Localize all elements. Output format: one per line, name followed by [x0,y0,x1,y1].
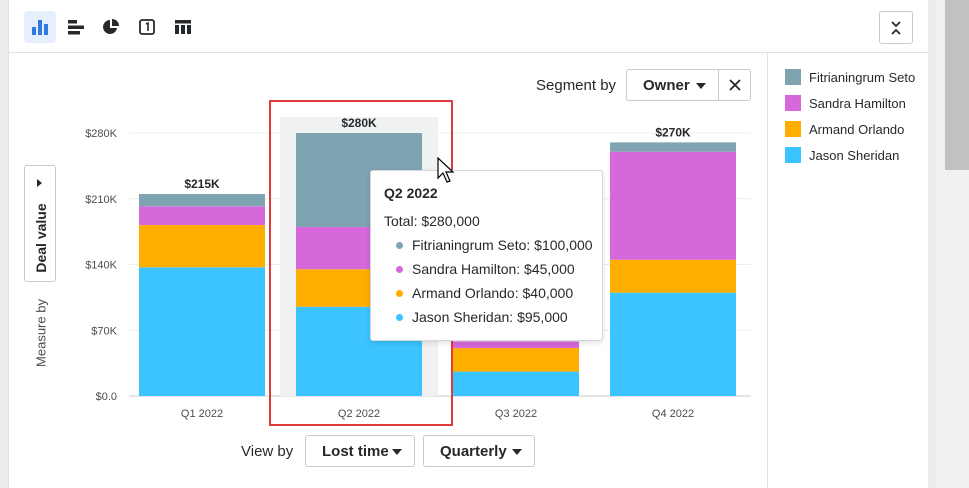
y-tick-label: $140K [85,260,117,272]
series-dot [396,313,403,321]
chart-type-toolbar [9,0,929,53]
x-tick-label: Q1 2022 [181,408,223,420]
legend-divider [767,53,768,488]
x-tick-label: Q4 2022 [652,408,694,420]
bar-segment [610,259,736,293]
legend-swatch [785,121,801,137]
bar-segment [610,151,736,260]
legend-swatch [785,95,801,111]
legend-label: Jason Sheridan [809,147,900,163]
chart-panel: Segment by Owner Deal value Measure by $… [8,0,929,488]
mouse-pointer-icon [437,157,455,183]
bar-chart-button[interactable] [60,11,92,43]
caret-down-icon [696,83,706,89]
legend-item[interactable]: Jason Sheridan [785,146,925,164]
legend-swatch [785,69,801,85]
series-dot [396,241,403,249]
y-tick-label: $0.0 [96,391,117,403]
pie-chart-button[interactable] [95,11,127,43]
tooltip-row: Sandra Hamilton: $45,000 [396,261,575,277]
bar-segment [453,348,579,372]
tooltip-row-text: Armand Orlando: $40,000 [412,285,574,301]
caret-right-icon [37,179,42,187]
bar-segment [139,194,265,207]
scrollbar-thumb[interactable] [945,0,969,170]
tooltip-row-text: Sandra Hamilton: $45,000 [412,261,575,277]
series-dot [396,265,403,273]
tooltip-row: Jason Sheridan: $95,000 [396,309,568,325]
legend-item[interactable]: Armand Orlando [785,120,925,138]
segment-by-label: Segment by [536,77,617,94]
tooltip-row: Fitrianingrum Seto: $100,000 [396,237,593,253]
y-tick-label: $210K [85,194,117,206]
x-tick-label: Q3 2022 [495,408,537,420]
column-chart-button[interactable] [24,11,56,43]
tooltip-title: Q2 2022 [384,185,438,201]
total-label: $215K [184,177,220,191]
close-icon [728,79,741,91]
legend-label: Sandra Hamilton [809,95,906,111]
table-icon [175,20,191,34]
legend-swatch [785,147,801,163]
tooltip-row-text: Fitrianingrum Seto: $100,000 [412,237,593,253]
caret-down-icon [512,449,522,455]
x-tick-label: Q2 2022 [338,408,380,420]
bar-segment [139,225,265,268]
table-button[interactable] [167,11,199,43]
total-label: $270K [655,125,691,139]
column-chart-icon [32,20,48,35]
chart-tooltip: Q2 2022 Total: $280,000 Fitrianingrum Se… [370,170,603,341]
pie-chart-icon [103,19,119,34]
bar-segment [139,206,265,226]
bar-segment [610,292,736,396]
series-dot [396,289,403,297]
tooltip-row-text: Jason Sheridan: $95,000 [412,309,568,325]
legend-label: Fitrianingrum Seto [809,69,916,85]
view-by-field-select[interactable]: Lost time [305,435,415,467]
tooltip-total: Total: $280,000 [384,213,480,229]
legend-item[interactable]: Sandra Hamilton [785,94,925,112]
collapse-button[interactable] [879,11,913,44]
segment-clear-button[interactable] [718,69,751,101]
bar-segment [139,267,265,396]
view-by-field-value: Lost time [322,442,389,460]
scorecard-button[interactable] [131,11,163,43]
bar-segment [453,371,579,396]
measure-by-select[interactable]: Deal value [24,165,56,282]
tooltip-row: Armand Orlando: $40,000 [396,285,573,301]
bar-chart-icon [68,20,84,35]
y-tick-label: $70K [91,325,117,337]
bar-segment [610,142,736,152]
view-by-label: View by [241,443,294,460]
total-label: $280K [341,116,377,130]
caret-down-icon [392,449,402,455]
y-tick-label: $280K [85,128,117,140]
collapse-icon [891,20,901,35]
segment-by-value: Owner [643,76,690,94]
bar-segment [453,341,579,349]
scorecard-icon [139,19,155,35]
view-by-period-value: Quarterly [440,442,507,460]
view-by-period-select[interactable]: Quarterly [423,435,535,467]
legend-label: Armand Orlando [809,121,905,137]
legend-item[interactable]: Fitrianingrum Seto [785,68,925,86]
